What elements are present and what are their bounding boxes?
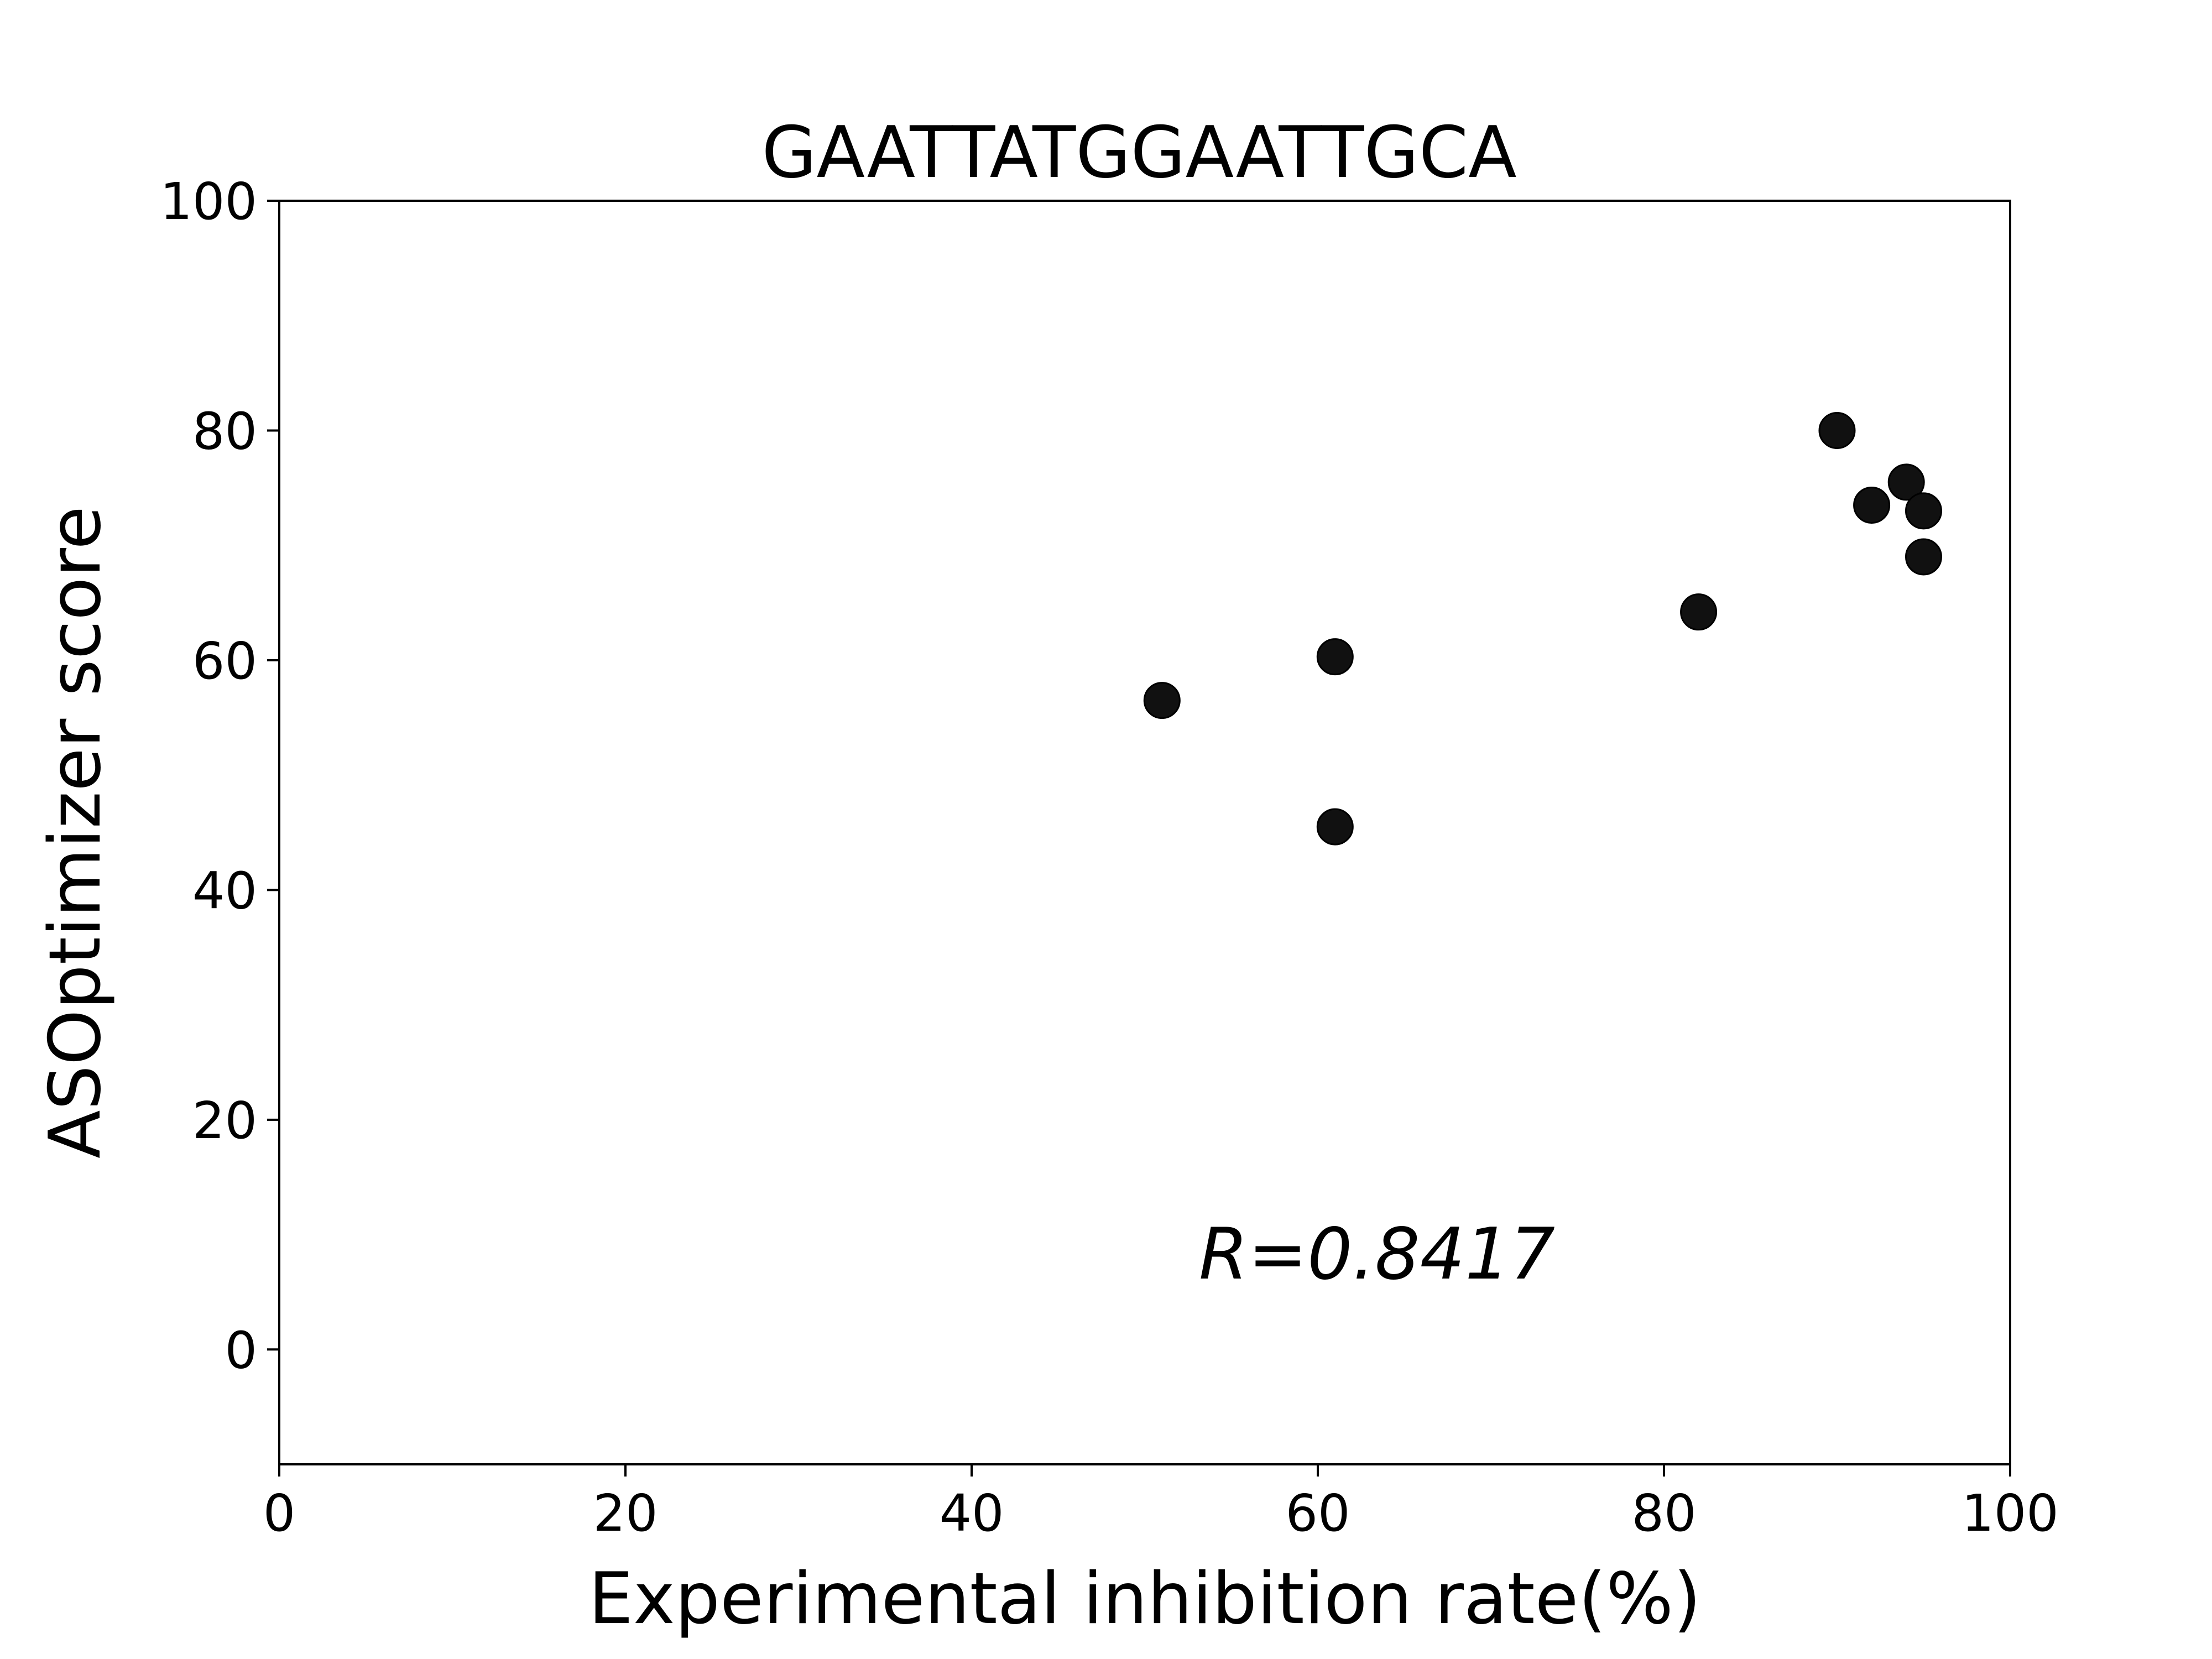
y-tick-label: 60: [192, 632, 257, 691]
data-point: [1680, 593, 1718, 631]
data-point: [1905, 492, 1942, 530]
y-axis-ticks: 0 20 40 60 80 100: [160, 172, 279, 1380]
y-tick-label: 20: [192, 1091, 257, 1150]
x-axis-ticks: 0 20 40 60 80 100: [263, 1464, 2059, 1543]
data-point: [1316, 808, 1354, 846]
x-tick-label: 100: [1961, 1484, 2059, 1543]
x-axis-label: Experimental inhibition rate(%): [588, 1558, 1701, 1640]
x-tick-label: 0: [263, 1484, 296, 1543]
y-tick-label: 0: [225, 1321, 257, 1380]
data-point: [1143, 682, 1181, 719]
y-axis-label: ASOptimizer score: [34, 506, 117, 1159]
data-point: [1818, 411, 1856, 449]
data-points: [1143, 411, 1942, 846]
data-point: [1316, 638, 1354, 676]
y-tick-label: 40: [192, 861, 257, 920]
y-tick-label: 80: [192, 401, 257, 461]
x-tick-label: 80: [1631, 1484, 1696, 1543]
data-point: [1905, 538, 1942, 576]
y-tick-label: 100: [160, 172, 257, 231]
x-tick-label: 40: [939, 1484, 1004, 1543]
x-tick-label: 20: [593, 1484, 658, 1543]
x-tick-label: 60: [1285, 1484, 1350, 1543]
correlation-annotation: R=0.8417: [1199, 1213, 1555, 1296]
chart-title: GAATTATGGAATTGCA: [761, 112, 1516, 194]
data-point: [1853, 486, 1891, 524]
data-point: [1887, 463, 1925, 501]
plot-frame: [278, 200, 2011, 1465]
